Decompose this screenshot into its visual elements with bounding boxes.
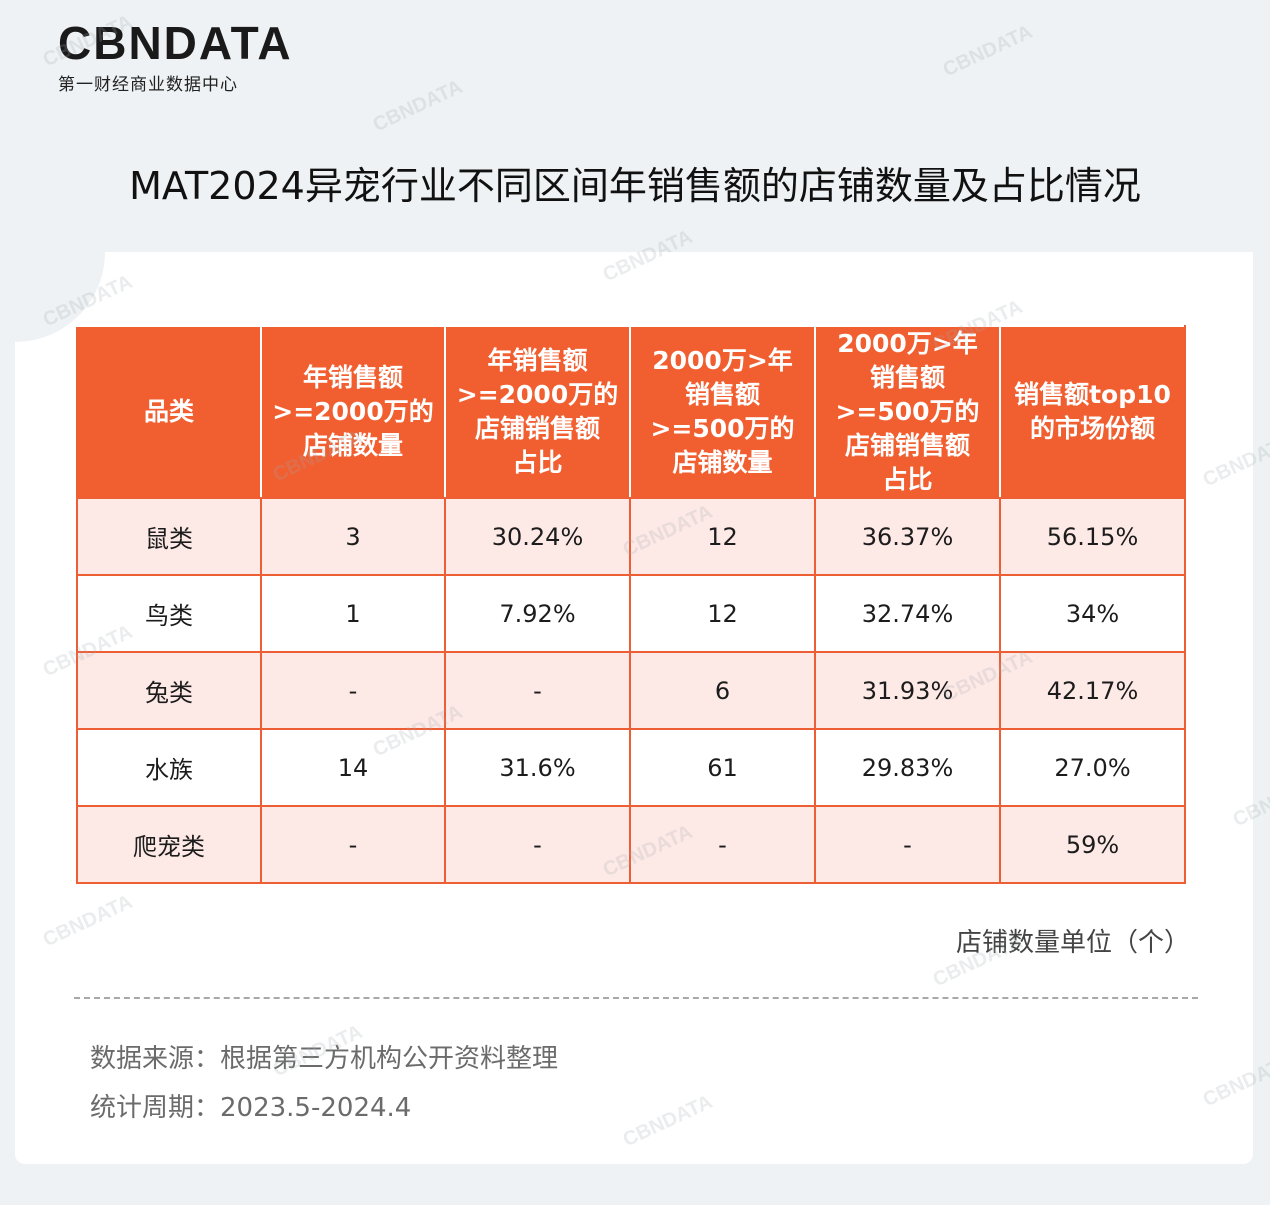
value-cell: 31.6% xyxy=(444,728,631,807)
source-note: 数据来源：根据第三方机构公开资料整理 xyxy=(90,1044,559,1074)
column-header-line: 店铺销售额 xyxy=(844,431,970,460)
dashed-divider xyxy=(74,997,1198,999)
value-cell: 61 xyxy=(629,728,816,807)
value-cell: 42.17% xyxy=(999,651,1186,730)
table-row: 水族 14 31.6% 61 29.83% 27.0% xyxy=(76,728,1186,807)
column-header-line: 的市场份额 xyxy=(1029,414,1155,443)
value-cell: 30.24% xyxy=(444,497,631,576)
table-row: 爬宠类 - - - -59% xyxy=(76,805,1186,884)
column-header-line: 店铺数量 xyxy=(672,448,773,477)
table-header-row: 品类 年销售额 >=2000万的 店铺数量 年销售额 >=2000万的 店铺销售额 占比 200… xyxy=(76,325,1186,499)
logo-wordmark: CBNDATA xyxy=(58,17,293,69)
value-cell: 12 xyxy=(629,574,816,653)
value-cell: - xyxy=(814,805,1001,884)
value-cell: - xyxy=(444,805,631,884)
chart-title: MAT2024异宠行业不同区间年销售额的店铺数量及占比情况 xyxy=(129,164,1141,208)
value-cell: - xyxy=(444,651,631,730)
value-cell: - xyxy=(260,805,446,884)
column-header-line: >=2000万的 xyxy=(272,397,434,426)
table-body: 鼠类 3 30.24% 12 36.37% 56.15% 鸟类 1 7.92% 12 32.74% 3… xyxy=(76,497,1186,884)
value-cell: 6 xyxy=(629,651,816,730)
watermark: CBNDATA xyxy=(369,75,466,137)
column-header-line: 销售额top10 xyxy=(1014,380,1171,409)
value-cell: 7.92% xyxy=(444,574,631,653)
unit-note: 店铺数量单位（个） xyxy=(955,928,1190,958)
column-header-line: >=500万的 xyxy=(650,414,795,443)
table-row: 鼠类 3 30.24% 12 36.37% 56.15% xyxy=(76,497,1186,576)
value-cell: - xyxy=(260,651,446,730)
watermark: CBNDATA xyxy=(939,20,1036,82)
data-table: 品类 年销售额 >=2000万的 店铺数量 年销售额 >=2000万的 店铺销售额 占比 200… xyxy=(76,325,1186,884)
value-cell: 59% xyxy=(999,805,1186,884)
value-cell: 31.93% xyxy=(814,651,1001,730)
table-row: 兔类 - -6 31.93% 42.17% xyxy=(76,651,1186,730)
column-header-line: >=500万的 xyxy=(835,397,980,426)
column-header-line: 占比 xyxy=(512,448,563,477)
value-cell: 27.0% xyxy=(999,728,1186,807)
column-header-line: 销售额 xyxy=(684,380,760,409)
value-cell: 36.37% xyxy=(814,497,1001,576)
column-header-line: 销售额 xyxy=(869,363,945,392)
column-header-line: 品类 xyxy=(143,397,194,426)
column-header-5: 销售额top10 的市场份额 xyxy=(999,325,1186,499)
category-cell: 爬宠类 xyxy=(76,805,262,884)
value-cell: 56.15% xyxy=(999,497,1186,576)
value-cell: 34% xyxy=(999,574,1186,653)
table-row: 鸟类 1 7.92% 12 32.74% 34% xyxy=(76,574,1186,653)
value-cell: 12 xyxy=(629,497,816,576)
column-header-4: 2000万>年 销售额 >=500万的 店铺销售额占比 xyxy=(814,325,1001,499)
column-header-1: 年销售额 >=2000万的 店铺数量 xyxy=(260,325,446,499)
column-header-line: 占比 xyxy=(882,465,933,494)
column-header-line: 2000万>年 xyxy=(652,346,793,375)
value-cell: 29.83% xyxy=(814,728,1001,807)
column-header-line: 年销售额 xyxy=(302,363,403,392)
category-cell: 鼠类 xyxy=(76,497,262,576)
value-cell: 14 xyxy=(260,728,446,807)
category-cell: 水族 xyxy=(76,728,262,807)
column-header-line: 2000万>年 xyxy=(837,329,978,358)
column-header-line: 店铺销售额 xyxy=(474,414,600,443)
period-note: 统计周期：2023.5-2024.4 xyxy=(90,1093,412,1123)
brand-logo: CBNDATA 第一财经商业数据中心 xyxy=(58,18,293,95)
logo-subtitle: 第一财经商业数据中心 xyxy=(58,75,238,95)
column-header-3: 2000万>年 销售额 >=500万的 店铺数量 xyxy=(629,325,816,499)
column-header-line: 店铺数量 xyxy=(302,431,403,460)
column-header-line: 年销售额 xyxy=(487,346,588,375)
value-cell: 32.74% xyxy=(814,574,1001,653)
column-header-2: 年销售额 >=2000万的 店铺销售额占比 xyxy=(444,325,631,499)
value-cell: 3 xyxy=(260,497,446,576)
category-cell: 兔类 xyxy=(76,651,262,730)
value-cell: 1 xyxy=(260,574,446,653)
value-cell: - xyxy=(629,805,816,884)
category-cell: 鸟类 xyxy=(76,574,262,653)
column-header-line: >=2000万的 xyxy=(456,380,619,409)
column-header-0: 品类 xyxy=(76,325,262,499)
